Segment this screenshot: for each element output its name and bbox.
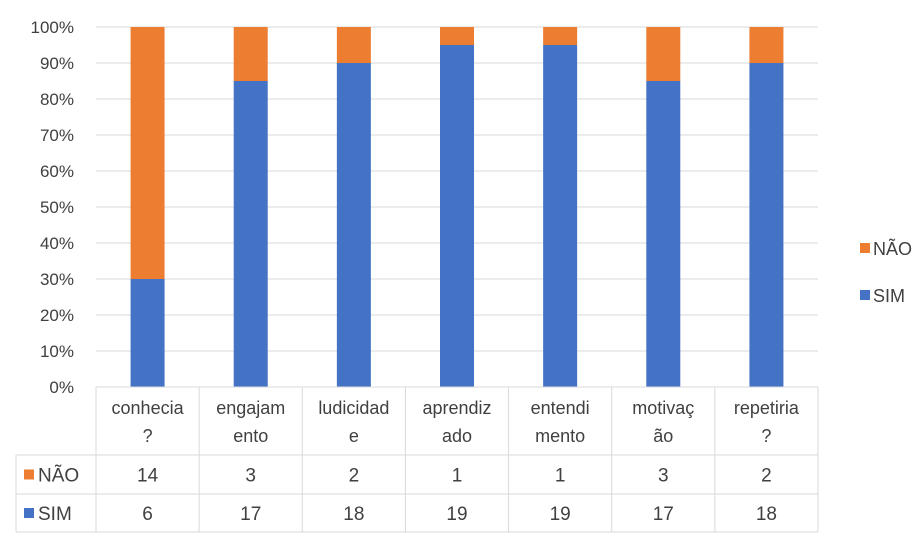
y-axis-tick-labels: 0% 10% 20% 30% 40% 50% 60% 70% 80% 90% 100% bbox=[31, 18, 74, 397]
y-tick-label: 70% bbox=[40, 126, 74, 145]
category-label: motivaç bbox=[632, 398, 694, 418]
category-label: repetiria bbox=[734, 398, 800, 418]
bar-sim bbox=[440, 45, 474, 387]
table-row-swatch bbox=[24, 469, 34, 480]
legend-entry: SIM bbox=[873, 286, 905, 306]
y-tick-label: 40% bbox=[40, 234, 74, 253]
bar-nao bbox=[440, 27, 474, 45]
category-label: ? bbox=[761, 426, 771, 446]
data-label: 2 bbox=[349, 466, 360, 487]
y-tick-label: 100% bbox=[31, 18, 74, 37]
data-label: 6 bbox=[142, 504, 153, 525]
data-label: 17 bbox=[653, 504, 674, 525]
bar-sim bbox=[336, 63, 371, 387]
bar-nao bbox=[543, 27, 578, 45]
bar-sim bbox=[543, 45, 578, 387]
y-tick-label: 60% bbox=[40, 162, 74, 181]
table-row-header: SIM bbox=[38, 504, 72, 525]
category-label: aprendiz bbox=[422, 398, 491, 418]
y-tick-label: 10% bbox=[40, 342, 74, 361]
category-label: engajam bbox=[216, 398, 285, 418]
category-label: entendi bbox=[531, 398, 590, 418]
data-table: conhecia? engajam ento ludicidad e aprendiz ad… bbox=[15, 386, 819, 533]
category-label: ado bbox=[442, 426, 472, 446]
data-label: 14 bbox=[137, 466, 159, 487]
data-label: 3 bbox=[245, 466, 256, 487]
data-label: 2 bbox=[761, 466, 772, 487]
data-label: 18 bbox=[756, 504, 777, 525]
data-label: 1 bbox=[555, 466, 566, 487]
y-tick-label: 30% bbox=[40, 270, 74, 289]
data-label: 19 bbox=[446, 504, 467, 525]
legend-entry: NÃO bbox=[873, 238, 912, 259]
bar-sim bbox=[749, 63, 784, 387]
y-tick-label: 20% bbox=[40, 306, 74, 325]
category-label: ão bbox=[653, 426, 673, 446]
category-label: conhecia bbox=[112, 398, 185, 418]
table-row-header: NÃO bbox=[38, 465, 79, 487]
bars bbox=[130, 27, 784, 387]
category-label: e bbox=[349, 426, 359, 446]
category-label: mento bbox=[535, 426, 585, 446]
category-label: ? bbox=[143, 426, 153, 446]
data-label: 18 bbox=[343, 504, 364, 525]
data-label: 3 bbox=[658, 466, 669, 487]
y-tick-label: 80% bbox=[40, 90, 74, 109]
bar-sim bbox=[646, 81, 681, 387]
y-tick-label: 90% bbox=[40, 54, 74, 73]
data-label: 17 bbox=[240, 504, 261, 525]
y-tick-label: 0% bbox=[49, 378, 74, 397]
data-label: 1 bbox=[452, 466, 463, 487]
category-label: ento bbox=[233, 426, 268, 446]
bar-nao bbox=[336, 27, 371, 63]
bar-nao bbox=[130, 27, 165, 279]
bar-sim bbox=[233, 81, 268, 387]
bar-nao bbox=[749, 27, 784, 63]
table-row-swatch bbox=[24, 508, 34, 518]
legend-swatch bbox=[860, 290, 870, 300]
data-label: 19 bbox=[550, 504, 571, 525]
bar-nao bbox=[233, 27, 268, 81]
bar-nao bbox=[646, 27, 681, 81]
category-label: ludicidad bbox=[318, 398, 389, 418]
bar-sim bbox=[130, 279, 165, 387]
y-tick-label: 50% bbox=[40, 198, 74, 217]
legend: NÃO SIM bbox=[860, 238, 912, 306]
legend-swatch bbox=[860, 243, 870, 253]
